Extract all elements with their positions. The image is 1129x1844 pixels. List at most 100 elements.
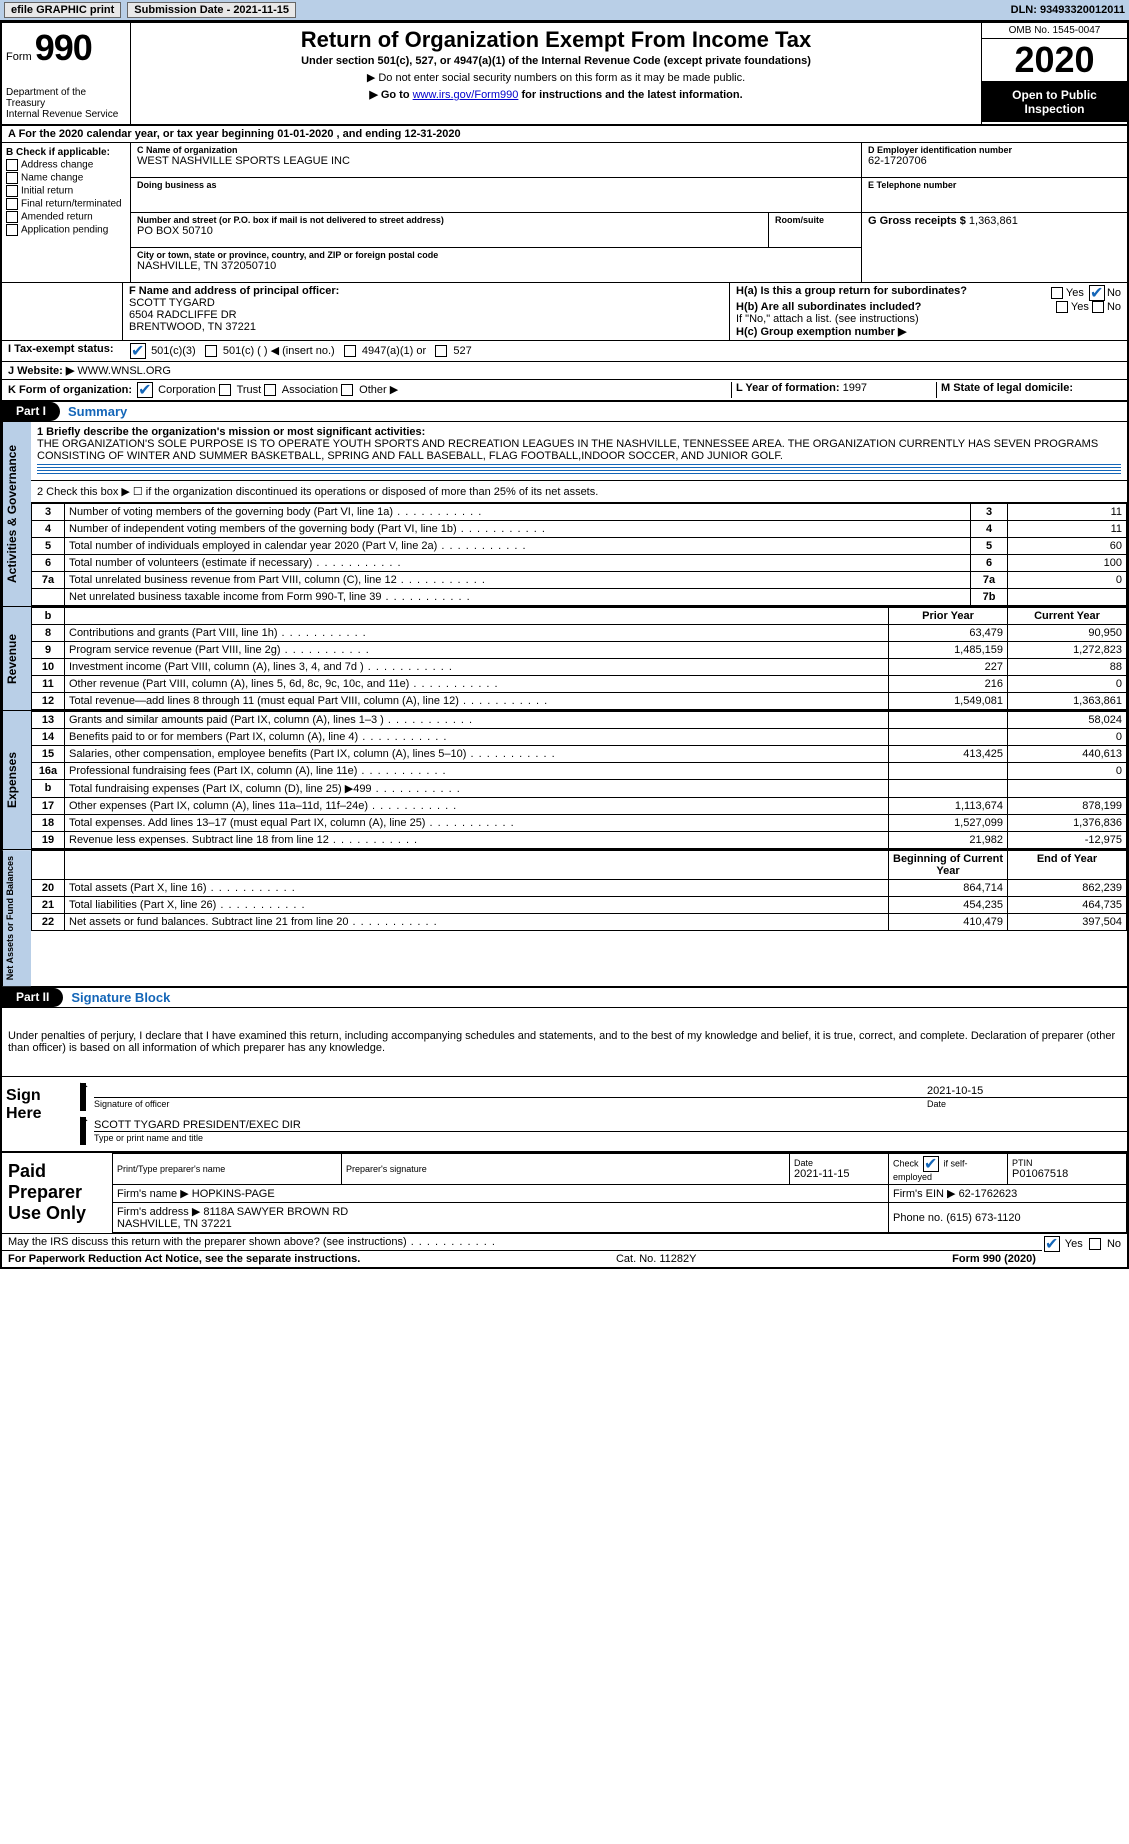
- footer-left: For Paperwork Reduction Act Notice, see …: [8, 1253, 360, 1265]
- table-row: 6Total number of volunteers (estimate if…: [32, 555, 1127, 572]
- officer-addr1: 6504 RADCLIFFE DR: [129, 309, 723, 321]
- section-bcde: B Check if applicable: Address change Na…: [2, 143, 1127, 282]
- col-de: D Employer identification number 62-1720…: [861, 143, 1127, 282]
- paid-preparer-block: Paid Preparer Use Only Print/Type prepar…: [2, 1151, 1127, 1233]
- footer-mid: Cat. No. 11282Y: [616, 1253, 697, 1265]
- chk-initial-return[interactable]: Initial return: [6, 185, 126, 197]
- vtab-expenses: Expenses: [2, 711, 31, 849]
- hb-no[interactable]: No: [1107, 301, 1121, 313]
- line-a: A For the 2020 calendar year, or tax yea…: [2, 126, 1127, 143]
- table-row: 13Grants and similar amounts paid (Part …: [32, 712, 1127, 729]
- form-subtitle: Under section 501(c), 527, or 4947(a)(1)…: [135, 55, 977, 67]
- website-value: WWW.WNSL.ORG: [77, 365, 171, 377]
- paid-preparer-label: Paid Preparer Use Only: [2, 1153, 112, 1233]
- phone-label: E Telephone number: [868, 180, 1121, 190]
- gross-value: 1,363,861: [969, 215, 1018, 227]
- org-name-label: C Name of organization: [137, 145, 855, 155]
- prep-selfemp: Check if self-employed: [893, 1156, 1003, 1182]
- form-page: Form 990 Department of the Treasury Inte…: [0, 21, 1129, 1269]
- efile-button[interactable]: efile GRAPHIC print: [4, 2, 121, 18]
- firm-addr-label: Firm's address ▶: [117, 1206, 200, 1218]
- chk-corporation[interactable]: [137, 382, 153, 398]
- chk-application-pending[interactable]: Application pending: [6, 224, 126, 236]
- form-note1: ▶ Do not enter social security numbers o…: [135, 71, 977, 84]
- firm-phone-label: Phone no.: [893, 1212, 943, 1224]
- chk-address-change[interactable]: Address change: [6, 159, 126, 171]
- table-row: 8Contributions and grants (Part VIII, li…: [32, 625, 1127, 642]
- table-row: 5Total number of individuals employed in…: [32, 538, 1127, 555]
- ein-label: D Employer identification number: [868, 145, 1121, 155]
- page-footer: For Paperwork Reduction Act Notice, see …: [2, 1250, 1042, 1267]
- table-row: 20Total assets (Part X, line 16)864,7148…: [32, 880, 1127, 897]
- firm-phone: (615) 673-1120: [946, 1212, 1020, 1224]
- note2-post: for instructions and the latest informat…: [521, 89, 742, 101]
- netassets-section: Net Assets or Fund Balances Beginning of…: [2, 849, 1127, 986]
- col-b: b: [32, 608, 65, 625]
- vtab-netassets: Net Assets or Fund Balances: [2, 850, 31, 986]
- box-h: H(a) Is this a group return for subordin…: [730, 283, 1127, 340]
- chk-501c3[interactable]: [130, 343, 146, 359]
- expenses-section: Expenses 13Grants and similar amounts pa…: [2, 710, 1127, 849]
- city-value: NASHVILLE, TN 372050710: [137, 260, 855, 272]
- org-name: WEST NASHVILLE SPORTS LEAGUE INC: [137, 155, 855, 167]
- firm-ein: 62-1762623: [959, 1188, 1018, 1200]
- chk-name-change[interactable]: Name change: [6, 172, 126, 184]
- city-label: City or town, state or province, country…: [137, 250, 855, 260]
- hb-yes[interactable]: Yes: [1071, 301, 1089, 313]
- part1-header: Part I Summary: [2, 400, 1127, 422]
- table-row: 4Number of independent voting members of…: [32, 521, 1127, 538]
- table-row: 22Net assets or fund balances. Subtract …: [32, 914, 1127, 931]
- gross-cell: G Gross receipts $ 1,363,861: [862, 213, 1127, 247]
- ptin-label: PTIN: [1012, 1158, 1122, 1168]
- revenue-section: Revenue b Prior Year Current Year 8Contr…: [2, 606, 1127, 710]
- gross-label: G Gross receipts $: [868, 215, 966, 227]
- ha-no[interactable]: No: [1107, 287, 1121, 299]
- hc-label: H(c) Group exemption number ▶: [736, 326, 906, 338]
- revenue-table: b Prior Year Current Year 8Contributions…: [31, 607, 1127, 710]
- table-row: Net unrelated business taxable income fr…: [32, 589, 1127, 606]
- sig-officer-box: 2021-10-15 Signature of officer Date: [80, 1083, 1127, 1111]
- chk-amended-return[interactable]: Amended return: [6, 211, 126, 223]
- expenses-table: 13Grants and similar amounts paid (Part …: [31, 711, 1127, 849]
- form-note2: ▶ Go to www.irs.gov/Form990 for instruct…: [135, 88, 977, 101]
- activities-governance-section: Activities & Governance 1 Briefly descri…: [2, 422, 1127, 606]
- table-row: 9Program service revenue (Part VIII, lin…: [32, 642, 1127, 659]
- col-end-year: End of Year: [1008, 851, 1127, 880]
- mission-block: 1 Briefly describe the organization's mi…: [31, 422, 1127, 481]
- mission-label: 1 Briefly describe the organization's mi…: [37, 426, 425, 438]
- dln-label: DLN: 93493320012011: [1011, 4, 1125, 16]
- discuss-no: No: [1107, 1238, 1121, 1250]
- hb-note: If "No," attach a list. (see instruction…: [736, 313, 1121, 325]
- hb-label: H(b) Are all subordinates included?: [736, 301, 921, 313]
- chk-final-return[interactable]: Final return/terminated: [6, 198, 126, 210]
- officer-addr2: BRENTWOOD, TN 37221: [129, 321, 723, 333]
- phone-cell: E Telephone number: [862, 178, 1127, 213]
- j-label: J Website: ▶: [8, 365, 74, 377]
- ha-yes[interactable]: Yes: [1066, 287, 1084, 299]
- discuss-yes-chk[interactable]: [1044, 1236, 1060, 1252]
- discuss-line: May the IRS discuss this return with the…: [2, 1233, 1127, 1250]
- submission-date-button[interactable]: Submission Date - 2021-11-15: [127, 2, 296, 18]
- room-label: Room/suite: [775, 215, 855, 225]
- room-cell: Room/suite: [769, 213, 861, 248]
- box-b: B Check if applicable: Address change Na…: [2, 143, 131, 282]
- part1-title: Summary: [60, 402, 135, 421]
- sig-date: 2021-10-15: [927, 1085, 1127, 1097]
- col-current-year: Current Year: [1008, 608, 1127, 625]
- irs-link[interactable]: www.irs.gov/Form990: [413, 89, 519, 101]
- netassets-table: Beginning of Current Year End of Year 20…: [31, 850, 1127, 931]
- row-fgh: F Name and address of principal officer:…: [2, 282, 1127, 340]
- ptin-value: P01067518: [1012, 1168, 1122, 1180]
- line-a-text: A For the 2020 calendar year, or tax yea…: [8, 128, 461, 140]
- open-to-public: Open to Public Inspection: [982, 82, 1127, 122]
- sig-name: SCOTT TYGARD PRESIDENT/EXEC DIR: [94, 1119, 1127, 1131]
- sign-here-label: Sign Here: [2, 1077, 80, 1151]
- table-row: 3Number of voting members of the governi…: [32, 504, 1127, 521]
- table-row: 11Other revenue (Part VIII, column (A), …: [32, 676, 1127, 693]
- sig-officer-label: Signature of officer: [94, 1097, 927, 1109]
- table-row: 12Total revenue—add lines 8 through 11 (…: [32, 693, 1127, 710]
- table-row: 19Revenue less expenses. Subtract line 1…: [32, 832, 1127, 849]
- table-row: bTotal fundraising expenses (Part IX, co…: [32, 780, 1127, 798]
- header-mid: Return of Organization Exempt From Incom…: [131, 23, 981, 124]
- firm-label: Firm's name ▶: [117, 1188, 189, 1200]
